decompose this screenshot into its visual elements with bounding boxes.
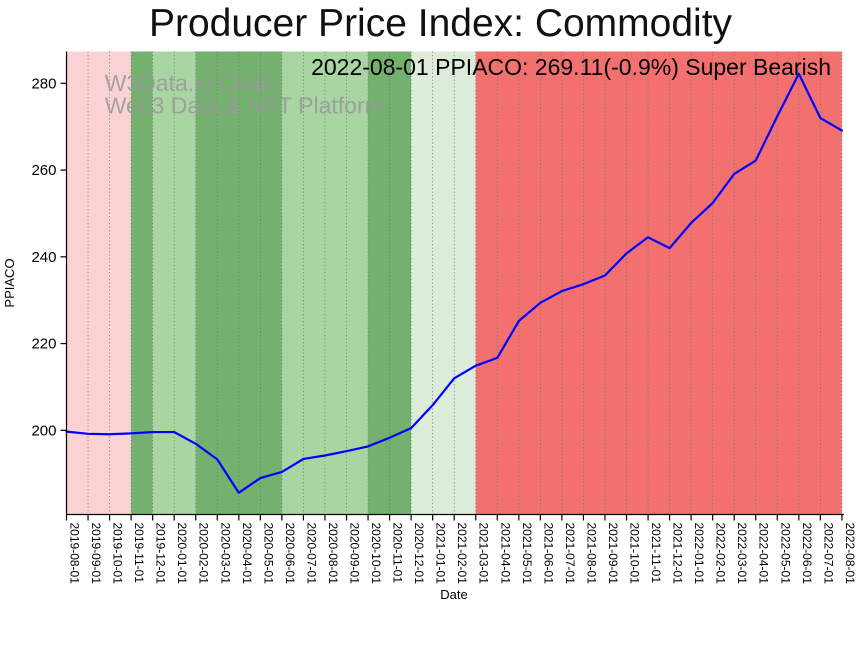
- svg-text:220: 220: [31, 336, 56, 353]
- svg-text:2020-11-01: 2020-11-01: [391, 523, 405, 584]
- svg-text:2021-05-01: 2021-05-01: [520, 523, 534, 585]
- svg-text:2020-03-01: 2020-03-01: [218, 523, 232, 585]
- svg-text:280: 280: [31, 75, 56, 92]
- svg-text:Web3 Data & NFT Platform: Web3 Data & NFT Platform: [105, 93, 384, 119]
- svg-text:2022-08-01: 2022-08-01: [843, 523, 857, 585]
- svg-text:2021-08-01: 2021-08-01: [584, 523, 598, 585]
- svg-text:2021-03-01: 2021-03-01: [477, 523, 491, 585]
- svg-text:PPIACO: PPIACO: [2, 258, 17, 307]
- svg-text:2022-02-01: 2022-02-01: [714, 523, 728, 585]
- svg-text:2022-07-01: 2022-07-01: [821, 523, 835, 585]
- svg-text:2021-12-01: 2021-12-01: [671, 523, 685, 585]
- svg-text:260: 260: [31, 162, 56, 179]
- svg-text:2020-02-01: 2020-02-01: [197, 523, 211, 585]
- svg-text:2020-04-01: 2020-04-01: [240, 523, 254, 585]
- svg-text:2022-06-01: 2022-06-01: [800, 523, 814, 585]
- svg-text:2022-03-01: 2022-03-01: [735, 523, 749, 585]
- svg-text:2021-11-01: 2021-11-01: [649, 523, 663, 584]
- svg-text:2022-01-01: 2022-01-01: [692, 523, 706, 585]
- svg-text:240: 240: [31, 249, 56, 266]
- svg-text:2019-11-01: 2019-11-01: [132, 523, 146, 584]
- svg-text:2021-02-01: 2021-02-01: [455, 523, 469, 585]
- svg-text:2021-01-01: 2021-01-01: [434, 523, 448, 585]
- svg-text:2020-10-01: 2020-10-01: [369, 523, 383, 585]
- svg-text:2019-09-01: 2019-09-01: [89, 523, 103, 585]
- svg-text:2020-12-01: 2020-12-01: [412, 523, 426, 585]
- svg-text:Date: Date: [440, 587, 467, 602]
- svg-text:2021-10-01: 2021-10-01: [628, 523, 642, 585]
- svg-text:2019-10-01: 2019-10-01: [111, 523, 125, 585]
- svg-text:2020-01-01: 2020-01-01: [175, 523, 189, 585]
- svg-text:2022-05-01: 2022-05-01: [778, 523, 792, 585]
- svg-text:2020-08-01: 2020-08-01: [326, 523, 340, 585]
- svg-text:2021-04-01: 2021-04-01: [498, 523, 512, 585]
- svg-text:2022-04-01: 2022-04-01: [757, 523, 771, 585]
- svg-text:2021-06-01: 2021-06-01: [541, 523, 555, 585]
- svg-text:2019-12-01: 2019-12-01: [154, 523, 168, 585]
- svg-text:2019-08-01: 2019-08-01: [68, 523, 82, 585]
- svg-text:2022-08-01 PPIACO: 269.11(-0.9: 2022-08-01 PPIACO: 269.11(-0.9%) Super B…: [311, 54, 831, 80]
- svg-text:2021-07-01: 2021-07-01: [563, 523, 577, 585]
- svg-text:2021-09-01: 2021-09-01: [606, 523, 620, 585]
- svg-text:2020-06-01: 2020-06-01: [283, 523, 297, 585]
- svg-text:2020-07-01: 2020-07-01: [304, 523, 318, 585]
- svg-text:200: 200: [31, 422, 56, 439]
- svg-text:2020-05-01: 2020-05-01: [261, 523, 275, 585]
- svg-text:2020-09-01: 2020-09-01: [348, 523, 362, 585]
